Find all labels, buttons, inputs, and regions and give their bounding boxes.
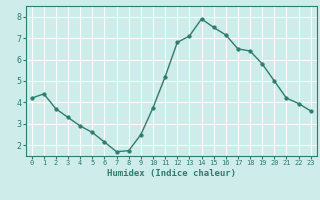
X-axis label: Humidex (Indice chaleur): Humidex (Indice chaleur): [107, 169, 236, 178]
